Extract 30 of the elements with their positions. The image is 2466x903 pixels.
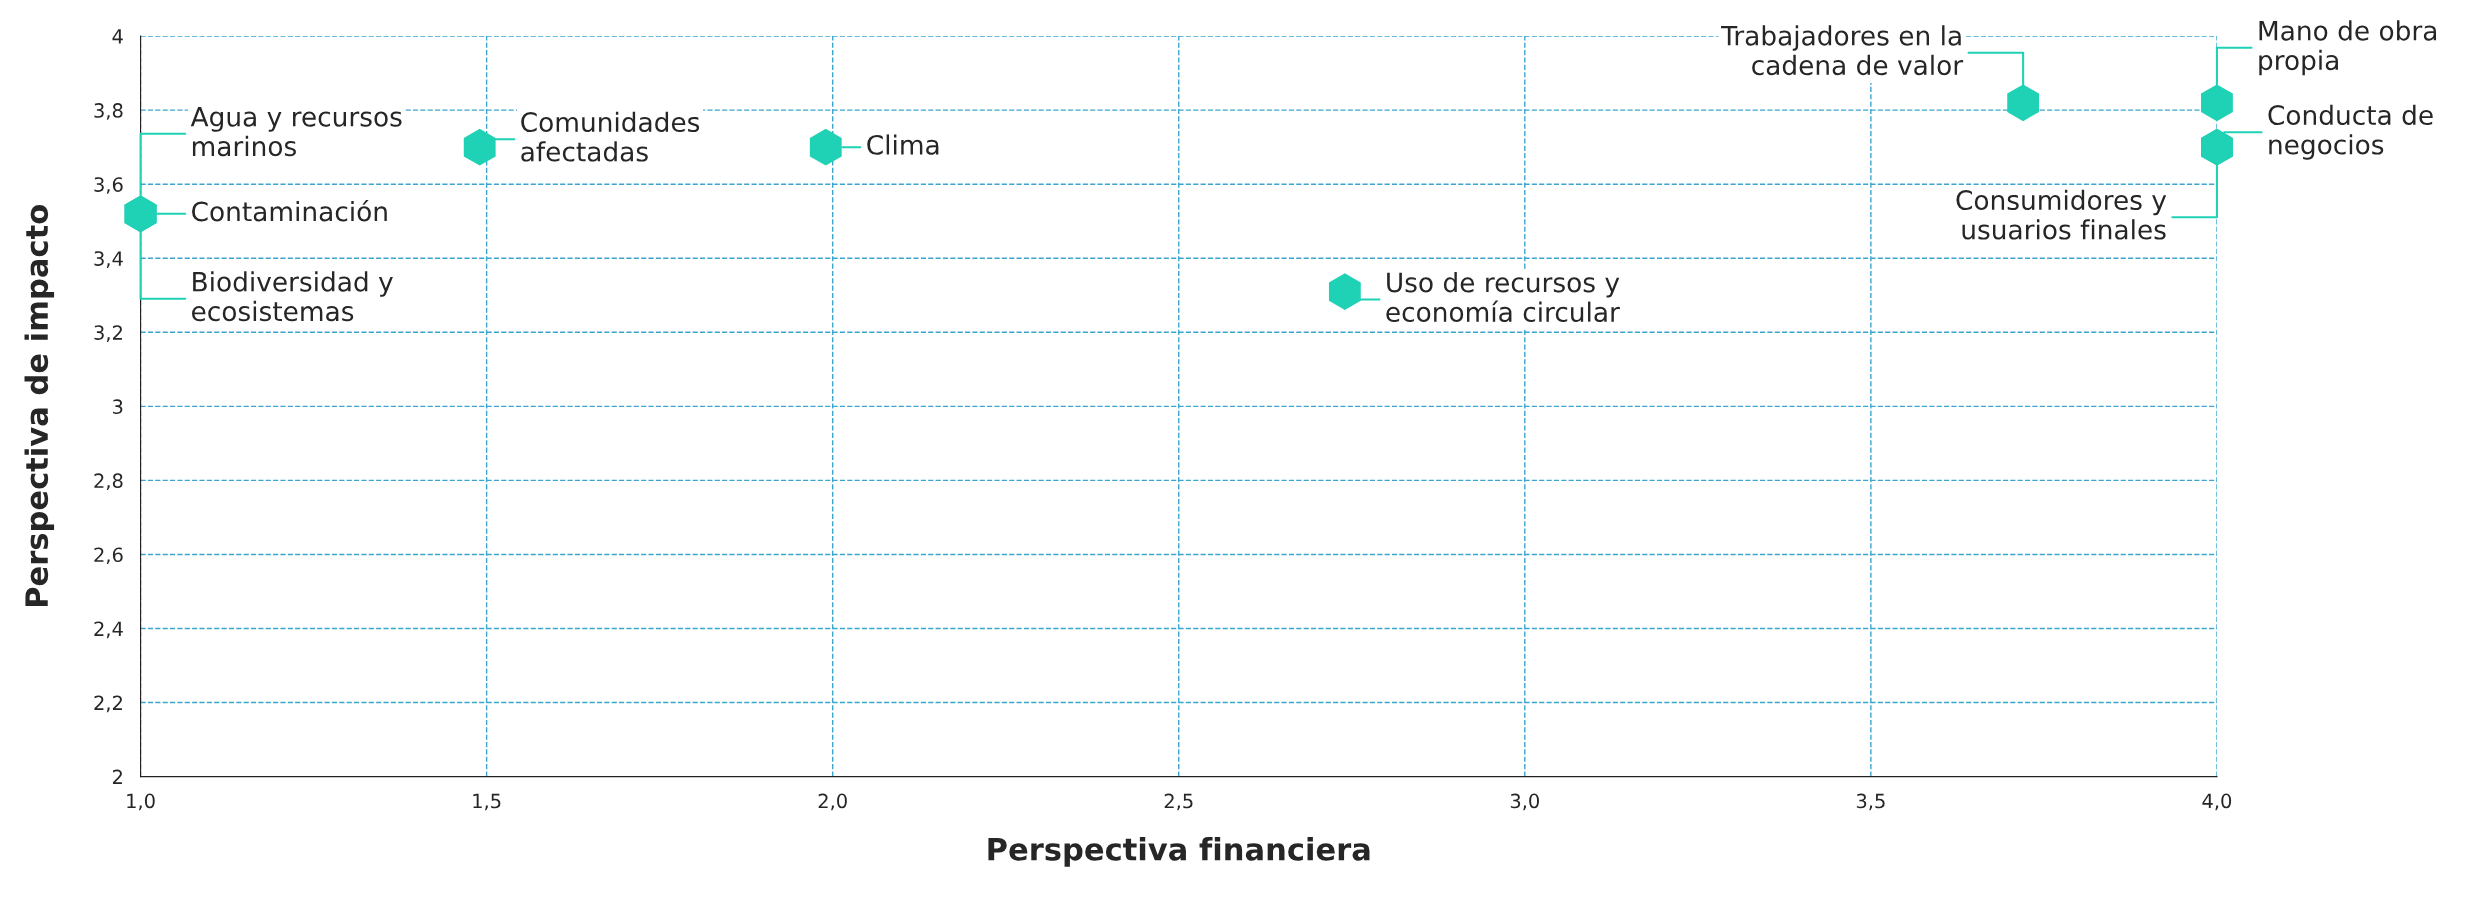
annotation: Comunidades afectadas	[521, 111, 700, 162]
x-axis-title: Perspectiva financiera	[988, 837, 1370, 867]
annotation: Contaminación	[192, 200, 387, 222]
annotation: Mano de obra propia	[2259, 20, 2437, 76]
annotation: Biodiversidad y ecosistemas	[192, 271, 393, 322]
y-tick-label: 4	[112, 29, 123, 44]
annotation: Agua y recursos marinos	[190, 107, 402, 157]
x-tick-label: 3,5	[1856, 793, 1885, 811]
annotation: Trabajadores en la cadena de valor	[1721, 25, 1964, 76]
annotation: Consumidores y usuarios finales	[1956, 189, 2167, 240]
y-tick-label: 3,6	[94, 177, 123, 194]
annotation: Uso de recursos y economía circular	[1386, 272, 1620, 323]
y-tick-label: 3,8	[94, 103, 123, 120]
y-tick-label: 2	[112, 769, 122, 784]
y-tick-label: 2,4	[94, 621, 123, 639]
x-tick-label: 1,0	[127, 793, 155, 811]
annotation: Clima	[867, 134, 939, 155]
annotation: Conducta de negocios	[2268, 104, 2433, 160]
x-tick-label: 3,0	[1510, 793, 1539, 811]
y-tick-label: 3,2	[94, 325, 122, 342]
x-tick-label: 1,5	[473, 793, 501, 811]
y-tick-label: 3,4	[94, 251, 123, 268]
y-tick-label: 2,2	[94, 695, 122, 713]
x-tick-label: 4,0	[2202, 793, 2232, 811]
y-tick-label: 3	[113, 399, 123, 415]
y-tick-label: 2,6	[94, 547, 123, 565]
y-axis-title: Perspectiva de impacto	[24, 205, 55, 607]
y-tick-label: 2,8	[94, 473, 123, 491]
x-tick-label: 2,0	[818, 793, 847, 811]
x-tick-label: 2,5	[1164, 793, 1193, 811]
